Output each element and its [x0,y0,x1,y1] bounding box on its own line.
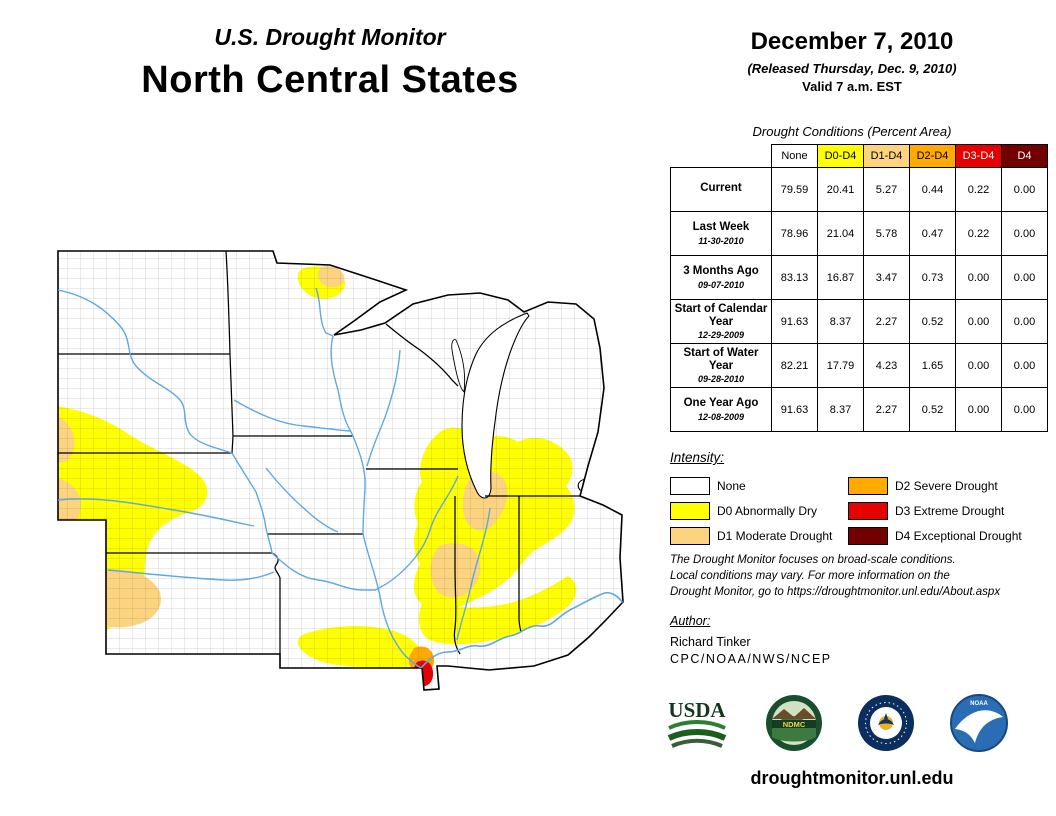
row-label: Current [670,167,772,212]
table-caption: Drought Conditions (Percent Area) [752,124,952,139]
drought-map [57,250,624,691]
mississippi-river-mo [362,533,422,669]
row-label: Start of Calendar Year 12-29-2009 [670,299,772,344]
disclaimer-text: The Drought Monitor focuses on broad-sca… [670,554,1001,599]
d1-swatch [670,526,710,545]
legend-item-d2: D2 Severe Drought [848,473,1042,498]
svg-text:NOAA: NOAA [970,701,988,707]
author-block: Author: Richard Tinker CPC/NOAA/NWS/NCEP [670,614,832,666]
report-title: U.S. Drought Monitor [214,24,446,50]
table-row: Current 79.59 20.41 5.27 0.44 0.22 0.00 [670,167,1048,212]
table-corner-cell [670,144,772,168]
author-organization: CPC/NOAA/NWS/NCEP [670,652,832,666]
table-row: Start of Water Year 09-28-2010 82.21 17.… [670,343,1048,388]
legend-item-d0: D0 Abnormally Dry [670,498,848,523]
ohio-river [420,591,623,669]
commerce-logo-icon [858,695,915,751]
lake-michigan [461,312,530,499]
author-heading: Author: [670,614,711,628]
kansas-river [107,569,275,581]
minnesota-river [233,399,351,432]
table-row: 3 Months Ago 09-07-2010 83.13 16.87 3.47… [670,255,1048,300]
legend-item-none: None [670,473,848,498]
legend-title: Intensity: [670,450,725,465]
table-header-row: None D0-D4 D1-D4 D2-D4 D3-D4 D4 [670,144,1048,168]
missouri-river-border [231,452,273,554]
col-header-none: None [771,144,818,168]
col-header-d4: D4 [1001,144,1048,168]
date-block: December 7, 2010 (Released Thursday, Dec… [664,28,1040,94]
drought-statistics-table: None D0-D4 D1-D4 D2-D4 D3-D4 D4 Current … [670,144,1048,432]
d2-swatch [848,476,888,495]
row-label: Start of Water Year 09-28-2010 [670,343,772,388]
mississippi-river-upper [315,287,334,337]
row-label: Last Week 11-30-2010 [670,211,772,256]
legend-item-d4: D4 Exceptional Drought [848,523,1042,548]
row-label: One Year Ago 12-08-2009 [670,387,772,432]
d0-swatch [670,501,710,520]
d3-swatch [848,501,888,520]
droughtmonitor-url-link[interactable]: droughtmonitor.unl.edu [750,768,954,788]
usda-logo-icon: USDA [667,698,726,748]
release-date: (Released Thursday, Dec. 9, 2010) [747,61,957,76]
rivers [58,287,623,669]
region-title: North Central States [141,59,519,101]
des-moines-river [265,467,339,533]
platte-river [58,498,255,527]
map-outline [57,250,624,691]
col-header-d3d4: D3-D4 [955,144,1002,168]
row-label: 3 Months Ago 09-07-2010 [670,255,772,300]
missouri-river [58,289,233,454]
table-row: Start of Calendar Year 12-29-2009 91.63 … [670,299,1048,344]
green-bay [451,339,466,393]
svg-text:NDMC: NDMC [782,720,805,729]
table-row: Last Week 11-30-2010 78.96 21.04 5.78 0.… [670,211,1048,256]
none-swatch [670,476,710,495]
author-name: Richard Tinker [670,635,751,649]
missouri-river-lower [271,552,376,591]
ndmc-logo-icon: NDMC [765,695,822,751]
wabash-river [456,507,491,641]
agency-logos: USDA NDMC NOAA [664,694,1008,752]
col-header-d0d4: D0-D4 [817,144,864,168]
col-header-d2d4: D2-D4 [909,144,956,168]
mississippi-river-ia [352,435,366,535]
col-header-d1d4: D1-D4 [863,144,910,168]
noaa-logo-icon: NOAA [949,694,1008,752]
svg-text:USDA: USDA [668,698,726,722]
valid-time: Valid 7 a.m. EST [802,79,902,94]
table-row: One Year Ago 12-08-2009 91.63 8.37 2.27 … [670,387,1048,432]
intensity-legend: Intensity: None D0 Abnormally Dry D1 Mod… [670,450,1042,548]
map-container [28,238,683,723]
d4-swatch [848,526,888,545]
legend-item-d1: D1 Moderate Drought [670,523,848,548]
legend-item-d3: D3 Extreme Drought [848,498,1042,523]
wisconsin-river [366,349,401,467]
st-croix-river [330,335,354,437]
illinois-river [375,475,459,591]
county-grid [58,251,623,690]
report-title-block: U.S. Drought Monitor North Central State… [40,24,620,102]
map-date: December 7, 2010 [750,28,954,55]
